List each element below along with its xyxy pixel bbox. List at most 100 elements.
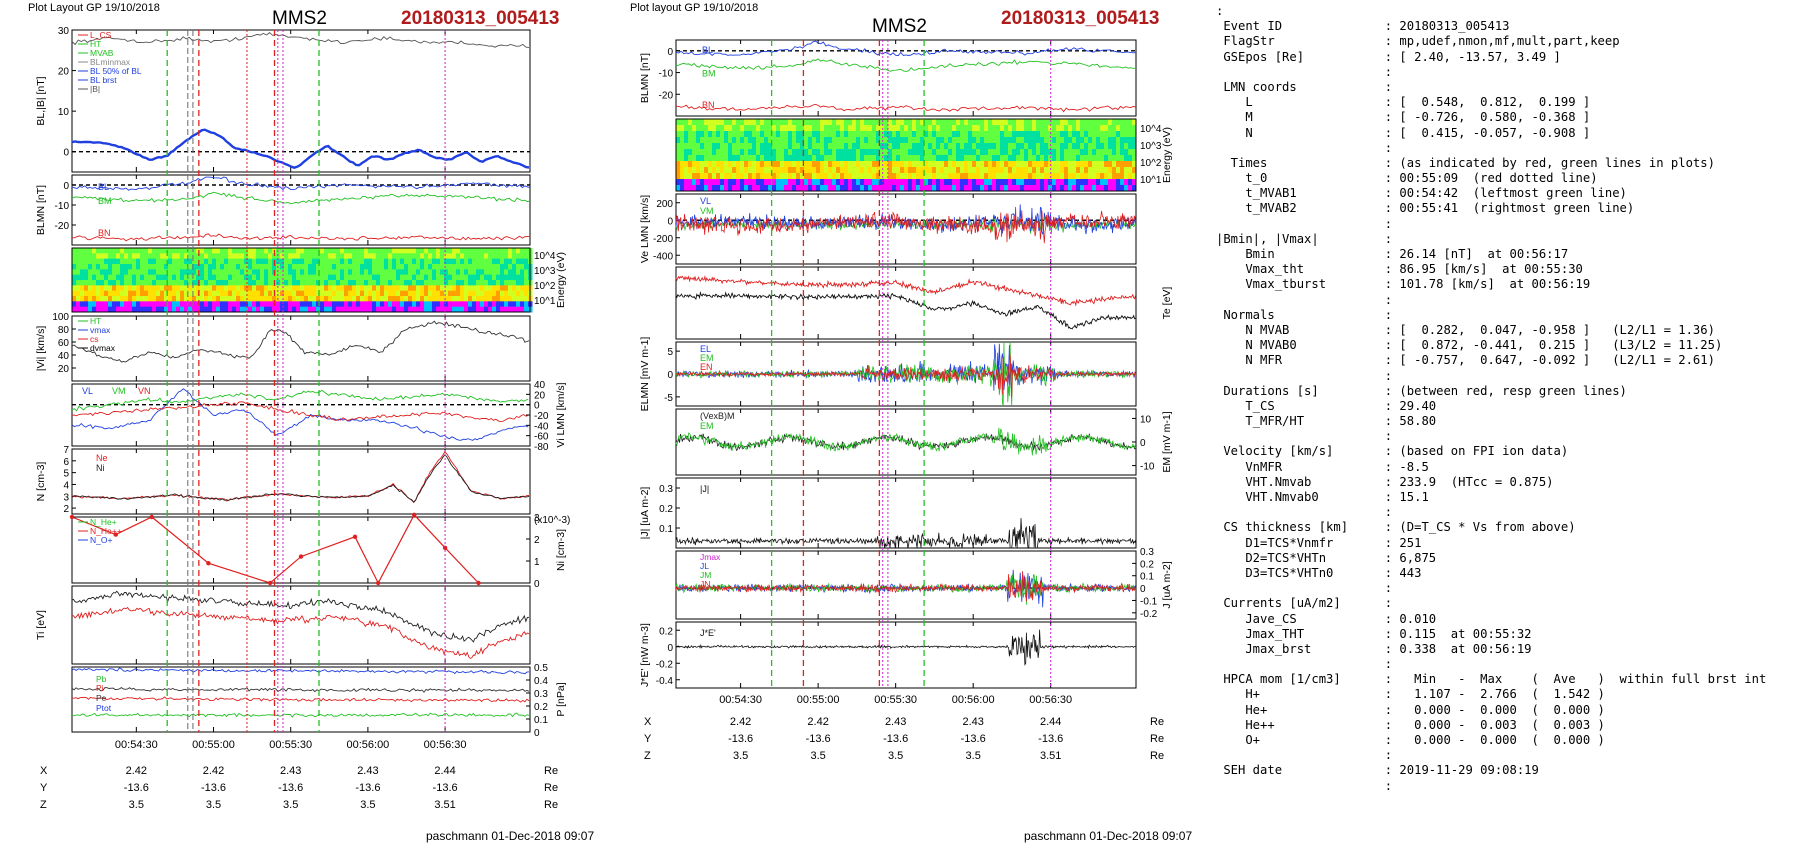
- spectrogram-cell: [524, 285, 529, 292]
- spectrogram-cell: [476, 274, 481, 281]
- spectrogram-cell: [424, 274, 429, 281]
- spectrogram-cell: [160, 274, 165, 281]
- spectrogram-cell: [396, 285, 401, 292]
- spectrogram-cell: [804, 179, 809, 186]
- spectrogram-cell: [128, 258, 133, 265]
- spectrogram-cell: [900, 185, 905, 192]
- spectrogram-cell: [352, 269, 357, 276]
- spectrogram-cell: [112, 248, 117, 254]
- position-value: 3.5: [360, 799, 375, 811]
- panel-frame: [71, 585, 531, 665]
- spectrogram-cell: [700, 155, 705, 162]
- spectrogram-cell: [1112, 167, 1117, 174]
- spectrogram-cell: [740, 125, 745, 132]
- spectrogram-cell: [452, 296, 457, 302]
- spectrogram-cell: [112, 269, 117, 276]
- spectrogram-cell: [912, 137, 917, 144]
- spectrogram-cell: [280, 258, 285, 265]
- spectrogram-cell: [1132, 125, 1137, 132]
- spectrogram-cell: [928, 185, 933, 192]
- spectrogram-cell: [1108, 149, 1113, 156]
- spectrogram-cell: [808, 161, 813, 168]
- spectrogram-cell: [852, 137, 857, 144]
- spectrogram-cell: [180, 306, 185, 313]
- spectrogram-cell: [1016, 119, 1021, 126]
- spectrogram-cell: [112, 258, 117, 265]
- spectrogram-cell: [784, 173, 789, 180]
- spectrogram-cell: [720, 143, 725, 150]
- spectrogram-cell: [904, 131, 909, 138]
- spectrogram-cell: [384, 269, 389, 276]
- spectrogram-cell: [124, 296, 129, 302]
- spectrogram-cell: [492, 269, 497, 276]
- spectrogram-cell: [1036, 185, 1041, 192]
- spectrogram-cell: [788, 167, 793, 174]
- spectrogram-cell: [992, 161, 997, 168]
- spectrogram-cell: [188, 274, 193, 281]
- spectrogram-cell: [744, 125, 749, 132]
- spectrogram-cell: [832, 167, 837, 174]
- spectrogram-cell: [96, 248, 101, 254]
- spectrogram-cell: [244, 248, 249, 254]
- spectrogram-cell: [176, 296, 181, 302]
- spectrogram-cell: [356, 264, 361, 270]
- spectrogram-cell: [1008, 149, 1013, 156]
- panel-frame: [71, 29, 531, 173]
- spectrogram-cell: [312, 274, 317, 281]
- spectrogram-cell: [840, 143, 845, 150]
- spectrogram-cell: [120, 269, 125, 276]
- spectrogram-cell: [340, 296, 345, 302]
- spectrogram-cell: [432, 285, 437, 292]
- spectrogram-cell: [80, 248, 85, 254]
- spectrogram-cell: [772, 125, 777, 132]
- spectrogram-cell: [432, 290, 437, 297]
- spectrogram-cell: [120, 248, 125, 254]
- spectrogram-cell: [876, 131, 881, 138]
- spectrogram-cell: [516, 258, 521, 265]
- spectrogram-cell: [676, 155, 681, 162]
- spectrogram-cell: [1032, 131, 1037, 138]
- spectrogram-cell: [728, 119, 733, 126]
- spectrogram-cell: [380, 253, 385, 260]
- spectrogram-cell: [364, 280, 369, 286]
- spectrogram-cell: [676, 143, 681, 150]
- spectrogram-cell: [432, 253, 437, 260]
- spectrogram-cell: [984, 173, 989, 180]
- spectrogram-cell: [132, 264, 137, 270]
- spectrogram-cell: [348, 269, 353, 276]
- spectrogram-cell: [440, 285, 445, 292]
- spectrogram-cell: [760, 161, 765, 168]
- spectrogram-cell: [140, 290, 145, 297]
- spectrogram-cell: [176, 274, 181, 281]
- y-tick-label: -80: [534, 442, 549, 453]
- spectrogram-cell: [308, 301, 313, 308]
- spectrogram-cell: [692, 155, 697, 162]
- series-line-bn: [675, 103, 1137, 113]
- spectrogram-cell: [332, 306, 337, 313]
- spectrogram-cell: [468, 258, 473, 265]
- spectrogram-cell: [676, 161, 681, 168]
- spectrogram-cell: [772, 179, 777, 186]
- spectrogram-cell: [868, 125, 873, 132]
- legend-entry: |J|: [700, 484, 709, 494]
- spectrogram-cell: [768, 173, 773, 180]
- spectrogram-cell: [748, 185, 753, 192]
- spectrogram-cell: [412, 285, 417, 292]
- spectrogram-cell: [984, 143, 989, 150]
- spectrogram-cell: [936, 143, 941, 150]
- spectrogram-cell: [1080, 179, 1085, 186]
- spectrogram-cell: [744, 149, 749, 156]
- spectrogram-cell: [1116, 131, 1121, 138]
- spectrogram-cell: [1044, 125, 1049, 132]
- spectrogram-cell: [1088, 143, 1093, 150]
- spectrogram-cell: [860, 119, 865, 126]
- spectrogram-cell: [492, 253, 497, 260]
- spectrogram-cell: [1040, 131, 1045, 138]
- spectrogram-cell: [696, 185, 701, 192]
- spectrogram-cell: [128, 296, 133, 302]
- spectrogram-cell: [712, 155, 717, 162]
- spectrogram-cell: [268, 301, 273, 308]
- spectrogram-cell: [388, 290, 393, 297]
- spectrogram-cell: [292, 253, 297, 260]
- spectrogram-cell: [936, 179, 941, 186]
